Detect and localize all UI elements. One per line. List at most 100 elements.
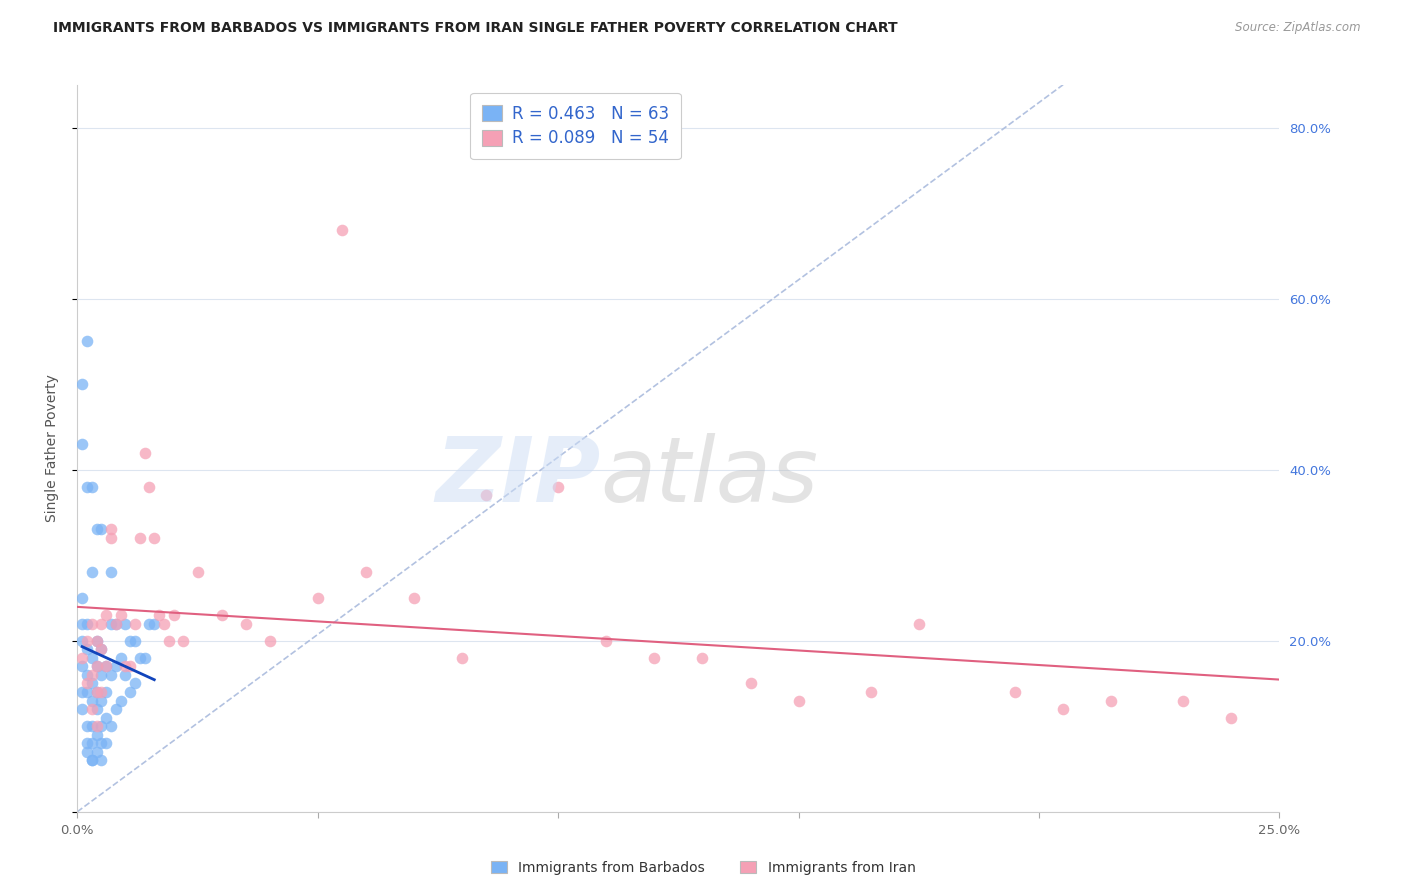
Point: [172, 633, 194, 648]
Point: [451, 650, 474, 665]
Text: atlas: atlas: [600, 434, 818, 521]
Point: [740, 676, 762, 690]
Point: [120, 633, 142, 648]
Point: [70, 591, 93, 605]
Point: [76, 685, 98, 699]
Point: [157, 633, 180, 648]
Point: [128, 531, 150, 545]
Point: [859, 685, 882, 699]
Point: [96, 659, 118, 673]
Point: [128, 650, 150, 665]
Point: [787, 693, 810, 707]
Point: [86, 719, 108, 733]
Point: [138, 616, 160, 631]
Point: [104, 659, 127, 673]
Point: [134, 445, 156, 459]
Legend: R = 0.463   N = 63, R = 0.089   N = 54: R = 0.463 N = 63, R = 0.089 N = 54: [471, 93, 681, 159]
Point: [86, 523, 108, 537]
Point: [80, 702, 103, 716]
Point: [100, 566, 122, 580]
Point: [475, 488, 498, 502]
Point: [76, 736, 98, 750]
Point: [86, 685, 108, 699]
Point: [70, 616, 93, 631]
Point: [211, 607, 233, 622]
Point: [90, 523, 112, 537]
Point: [76, 334, 98, 349]
Point: [70, 633, 93, 648]
Y-axis label: Single Father Poverty: Single Father Poverty: [45, 375, 59, 522]
Point: [80, 668, 103, 682]
Point: [100, 719, 122, 733]
Point: [76, 633, 98, 648]
Point: [80, 616, 103, 631]
Point: [80, 566, 103, 580]
Point: [143, 531, 166, 545]
Point: [76, 480, 98, 494]
Point: [692, 650, 714, 665]
Point: [80, 719, 103, 733]
Point: [70, 650, 93, 665]
Point: [90, 616, 112, 631]
Point: [76, 676, 98, 690]
Point: [134, 650, 156, 665]
Point: [120, 685, 142, 699]
Point: [86, 659, 108, 673]
Point: [330, 223, 353, 237]
Point: [80, 753, 103, 767]
Point: [1004, 685, 1026, 699]
Point: [110, 607, 132, 622]
Point: [96, 607, 118, 622]
Point: [86, 685, 108, 699]
Point: [162, 607, 184, 622]
Point: [235, 616, 257, 631]
Point: [143, 616, 166, 631]
Point: [76, 642, 98, 657]
Point: [100, 668, 122, 682]
Point: [86, 659, 108, 673]
Point: [100, 616, 122, 631]
Point: [259, 633, 281, 648]
Point: [90, 642, 112, 657]
Point: [114, 616, 136, 631]
Point: [307, 591, 329, 605]
Point: [148, 607, 170, 622]
Point: [90, 736, 112, 750]
Point: [1173, 693, 1195, 707]
Point: [86, 633, 108, 648]
Point: [1052, 702, 1074, 716]
Point: [70, 685, 93, 699]
Point: [80, 650, 103, 665]
Point: [90, 668, 112, 682]
Point: [402, 591, 425, 605]
Text: ZIP: ZIP: [434, 434, 600, 521]
Point: [153, 616, 176, 631]
Point: [354, 566, 377, 580]
Point: [76, 745, 98, 759]
Point: [100, 523, 122, 537]
Point: [138, 480, 160, 494]
Point: [86, 702, 108, 716]
Legend: Immigrants from Barbados, Immigrants from Iran: Immigrants from Barbados, Immigrants fro…: [485, 855, 921, 880]
Point: [114, 668, 136, 682]
Point: [80, 676, 103, 690]
Text: IMMIGRANTS FROM BARBADOS VS IMMIGRANTS FROM IRAN SINGLE FATHER POVERTY CORRELATI: IMMIGRANTS FROM BARBADOS VS IMMIGRANTS F…: [53, 21, 898, 36]
Point: [70, 659, 93, 673]
Point: [70, 437, 93, 451]
Point: [70, 702, 93, 716]
Point: [96, 736, 118, 750]
Point: [76, 668, 98, 682]
Point: [547, 480, 569, 494]
Point: [104, 616, 127, 631]
Text: Source: ZipAtlas.com: Source: ZipAtlas.com: [1236, 21, 1361, 35]
Point: [124, 676, 146, 690]
Point: [90, 685, 112, 699]
Point: [80, 480, 103, 494]
Point: [100, 531, 122, 545]
Point: [120, 659, 142, 673]
Point: [908, 616, 931, 631]
Point: [96, 659, 118, 673]
Point: [80, 693, 103, 707]
Point: [643, 650, 665, 665]
Point: [86, 745, 108, 759]
